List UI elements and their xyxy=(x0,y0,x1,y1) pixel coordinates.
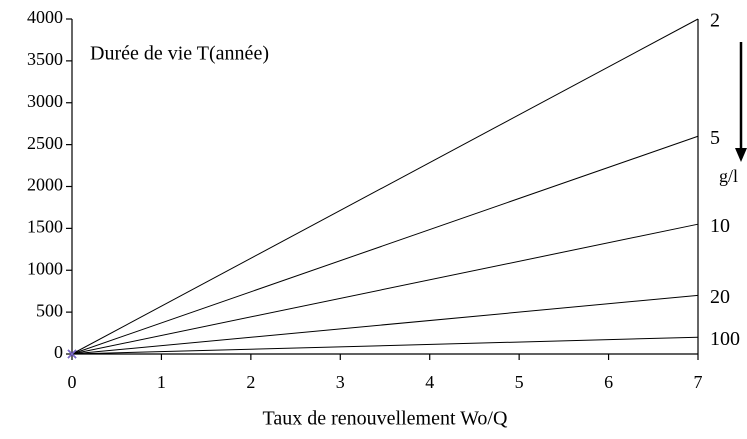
y-tick-label: 1000 xyxy=(27,258,63,278)
series-line xyxy=(71,135,699,355)
point-marker xyxy=(67,349,77,359)
y-tick-label: 2500 xyxy=(27,133,63,153)
x-tick-label: 5 xyxy=(515,372,524,392)
x-tick-label: 3 xyxy=(336,372,345,392)
x-tick-label: 0 xyxy=(68,372,77,392)
series-line xyxy=(71,223,699,355)
series-line xyxy=(71,294,699,355)
y-tick-label: 3500 xyxy=(27,49,63,69)
x-tick-label: 4 xyxy=(425,372,434,392)
y-tick-label: 0 xyxy=(54,342,63,362)
x-axis-label: Taux de renouvellement Wo/Q xyxy=(263,408,508,430)
x-tick-label: 7 xyxy=(694,372,703,392)
y-axis-label: Durée de vie T(année) xyxy=(90,43,269,65)
series-label: 5 xyxy=(710,127,720,149)
y-tick-label: 500 xyxy=(36,300,63,320)
annotation: g/l xyxy=(719,166,738,186)
y-tick-label: 3000 xyxy=(27,91,63,111)
series-label: 2 xyxy=(710,10,720,32)
y-tick-label: 2000 xyxy=(27,175,63,195)
series-line xyxy=(71,336,699,355)
series-label: 100 xyxy=(710,328,740,350)
y-tick-label: 1500 xyxy=(27,217,63,237)
y-tick-label: 4000 xyxy=(27,7,63,27)
series-label: 20 xyxy=(710,286,730,308)
series-label: 10 xyxy=(710,215,730,237)
x-tick-label: 6 xyxy=(604,372,613,392)
x-tick-label: 2 xyxy=(246,372,255,392)
series-line xyxy=(71,18,699,355)
x-tick-label: 1 xyxy=(157,372,166,392)
arrow-head xyxy=(735,148,747,162)
